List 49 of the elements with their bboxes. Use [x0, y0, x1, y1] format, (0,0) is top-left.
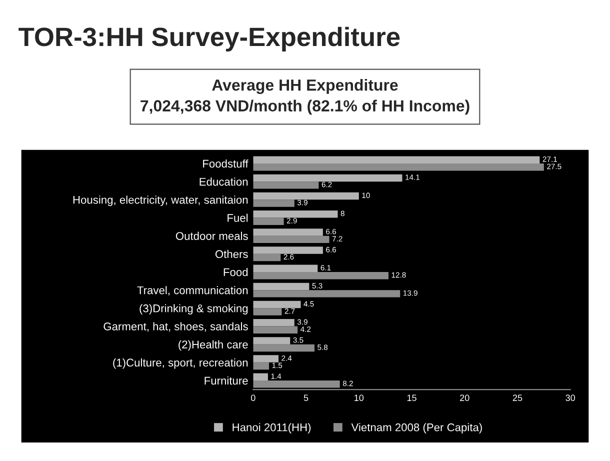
x-tick-label: 5 [304, 394, 308, 402]
bar [253, 246, 323, 254]
x-tick-label: 20 [460, 394, 470, 402]
bar [253, 326, 298, 334]
y-tick-label: (1)Culture, sport, recreation [113, 358, 248, 369]
x-tick-label: 15 [407, 394, 416, 402]
bar [253, 337, 290, 344]
bar [253, 174, 402, 182]
bar [253, 362, 270, 370]
y-tick-label: Education [200, 178, 248, 186]
bar [253, 236, 330, 244]
y-tick-label: (3)Drinking & smoking [140, 304, 248, 314]
y-tick-label: Fuel [228, 214, 248, 222]
bar [253, 319, 294, 326]
y-tick-label: (2)Health care [178, 340, 248, 351]
y-tick-label: Outdoor meals [176, 232, 248, 240]
bar [253, 200, 294, 207]
bar [253, 228, 323, 236]
bar [253, 290, 400, 298]
y-tick-label: Housing, electricity, water, sanitaion [73, 196, 248, 206]
x-tick-label: 25 [512, 394, 522, 402]
chart-subtitle: Average HH Expenditure 7,024,368 VND/month (82.1% of HH Income) [140, 78, 470, 115]
bar [253, 156, 540, 164]
x-tick-label: 0 [250, 394, 256, 402]
chart-title: TOR-3:HH Survey-Expenditure [18, 26, 400, 52]
bar [253, 218, 284, 225]
bar [253, 254, 281, 262]
bar [253, 282, 310, 290]
bar [253, 308, 282, 316]
x-tick-label: 10 [354, 394, 364, 402]
bar [253, 344, 314, 352]
bar [253, 272, 388, 280]
bar [253, 210, 338, 218]
y-tick-label: Others [215, 250, 248, 258]
x-tick-label: 30 [566, 394, 576, 402]
legend-label: Vietnam 2008 (Per Capita) [351, 423, 482, 434]
bar [253, 300, 301, 308]
bar [253, 192, 359, 200]
bar [253, 373, 268, 380]
y-tick-label: Foodstuff [203, 159, 248, 168]
bar [253, 264, 318, 272]
bar [253, 163, 544, 171]
y-tick-label: Food [224, 268, 248, 276]
y-tick-label: Furniture [204, 376, 248, 385]
y-tick-label: Garment, hat, shoes, sandals [104, 322, 248, 332]
y-tick-label: Travel, communication [137, 286, 248, 296]
bar [253, 182, 319, 189]
bar [253, 355, 279, 362]
legend-label: Hanoi 2011(HH) [232, 423, 311, 434]
